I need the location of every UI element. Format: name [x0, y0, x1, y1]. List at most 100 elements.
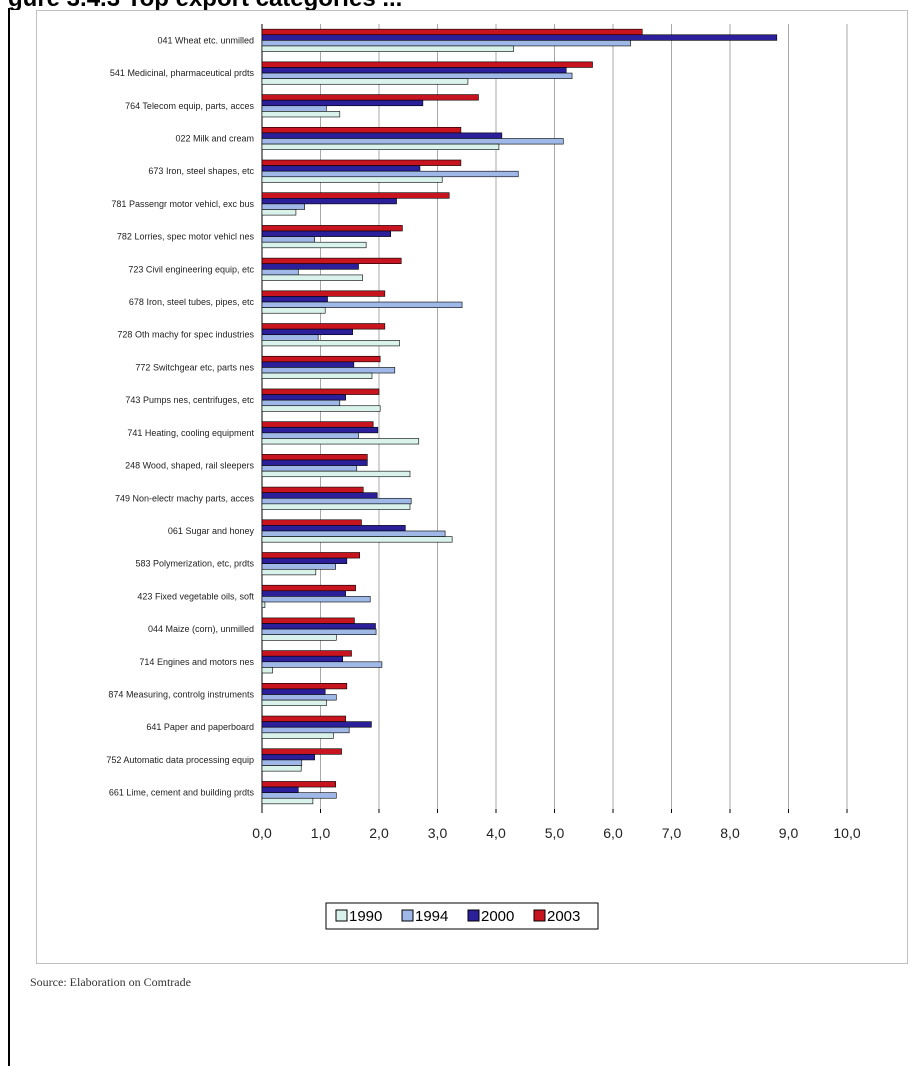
bar-1994	[261, 367, 396, 374]
bar-1990	[261, 274, 363, 281]
bar-2000	[261, 263, 359, 270]
bar-1994	[261, 399, 341, 407]
category-label: 743 Pumps nes, centrifuges, etc	[125, 395, 254, 405]
category-label: 661 Lime, cement and building prdts	[109, 788, 255, 798]
bar-1990	[261, 405, 381, 412]
bar-1990	[261, 143, 500, 150]
bar-1990	[261, 438, 420, 445]
bar-1990	[261, 536, 453, 543]
legend-swatch-2003	[533, 909, 546, 922]
bar-2003	[261, 748, 342, 755]
bar-1994	[261, 138, 564, 145]
bar-2003	[261, 617, 355, 624]
bar-1990	[261, 307, 326, 314]
category-label: 714 Engines and motors nes	[139, 657, 254, 667]
bar-1990	[261, 699, 327, 707]
bar-1990	[261, 372, 373, 379]
bar-1990	[261, 667, 273, 674]
bar-1994	[261, 759, 303, 766]
bar-1994	[261, 432, 359, 439]
bar-1994	[261, 236, 315, 243]
bar-1994	[261, 170, 519, 178]
bar-2003	[261, 486, 364, 493]
bar-2003	[261, 257, 402, 265]
page-title: gure 3.4.3 Top export categories ...	[8, 0, 914, 10]
bar-1990	[261, 78, 469, 85]
category-label: 874 Measuring, controlg instruments	[108, 690, 254, 700]
bar-2003	[261, 650, 352, 657]
bar-2000	[261, 590, 346, 597]
bar-2003	[261, 323, 386, 330]
chart-area-border	[36, 10, 908, 964]
category-label: 041 Wheat etc. unmilled	[157, 35, 254, 45]
bar-1994	[261, 563, 337, 570]
bar-1994	[261, 72, 573, 79]
bar-2000	[261, 132, 503, 139]
bar-2000	[261, 786, 299, 793]
legend-label-1990: 1990	[349, 908, 382, 925]
category-label: 728 Oth machy for spec industries	[117, 330, 254, 340]
x-tick-label: 8,0	[720, 825, 740, 841]
bar-1994	[261, 40, 631, 47]
category-label: 044 Maize (corn), unmilled	[148, 624, 254, 634]
x-tick-label: 6,0	[603, 825, 623, 841]
bar-2000	[261, 99, 424, 107]
category-label: 583 Polymerization, etc, prdts	[135, 559, 254, 569]
bar-2003	[261, 715, 346, 722]
category-label: 752 Automatic data processing equip	[106, 755, 254, 765]
bar-1994	[261, 792, 337, 799]
bar-2003	[261, 421, 374, 428]
bar-1994	[261, 596, 371, 603]
bar-2000	[261, 688, 326, 695]
bar-2003	[261, 355, 381, 363]
bar-2003	[261, 94, 479, 101]
bar-2003	[261, 192, 450, 199]
bar-chart: 041 Wheat etc. unmilled 541 Medicinal, ph…	[106, 24, 861, 930]
bar-1990	[261, 241, 367, 249]
x-tick-label: 10,0	[833, 825, 860, 841]
frame-border-left	[8, 8, 10, 1066]
bar-1990	[261, 568, 317, 576]
category-label: 423 Fixed vegetable oils, soft	[137, 591, 254, 601]
bar-1994	[261, 661, 383, 668]
category-label: 781 Passengr motor vehicl, exc bus	[111, 199, 254, 209]
bar-2000	[261, 525, 406, 532]
x-tick-label: 5,0	[545, 825, 565, 841]
bar-1990	[261, 797, 314, 805]
x-tick-label: 7,0	[662, 825, 682, 841]
bar-2003	[261, 584, 356, 592]
bar-2000	[261, 721, 372, 728]
bar-2003	[261, 126, 462, 134]
bar-2000	[261, 165, 421, 172]
bar-2003	[261, 552, 360, 559]
category-label: 741 Heating, cooling equipment	[127, 428, 254, 438]
bar-1990	[261, 732, 334, 739]
legend-swatch-2000	[467, 909, 480, 922]
bar-1994	[261, 530, 446, 537]
bar-1990	[261, 45, 514, 52]
x-tick-label: 9,0	[779, 825, 799, 841]
bar-2003	[261, 683, 348, 690]
bar-2000	[261, 459, 368, 466]
x-tick-label: 0,0	[252, 825, 272, 841]
category-label: 641 Paper and paperboard	[146, 722, 254, 732]
x-tick-label: 4,0	[486, 825, 506, 841]
bar-1994	[261, 334, 319, 341]
bar-2000	[261, 492, 378, 499]
bar-2000	[261, 67, 567, 74]
category-label: 248 Wood, shaped, rail sleepers	[125, 461, 254, 471]
bar-1994	[261, 726, 350, 734]
bar-2000	[261, 754, 315, 761]
bar-2000	[261, 394, 346, 401]
legend-box	[325, 902, 599, 930]
bar-2000	[261, 426, 379, 434]
legend-label-2000: 2000	[481, 908, 514, 925]
category-label: 749 Non-electr machy parts, acces	[115, 493, 255, 503]
bar-2000	[261, 623, 376, 630]
x-tick-label: 2,0	[369, 825, 389, 841]
bar-2003	[261, 61, 593, 68]
bar-2000	[261, 655, 344, 663]
bar-2000	[261, 197, 397, 205]
bar-2003	[261, 519, 362, 526]
bar-2003	[261, 781, 337, 788]
